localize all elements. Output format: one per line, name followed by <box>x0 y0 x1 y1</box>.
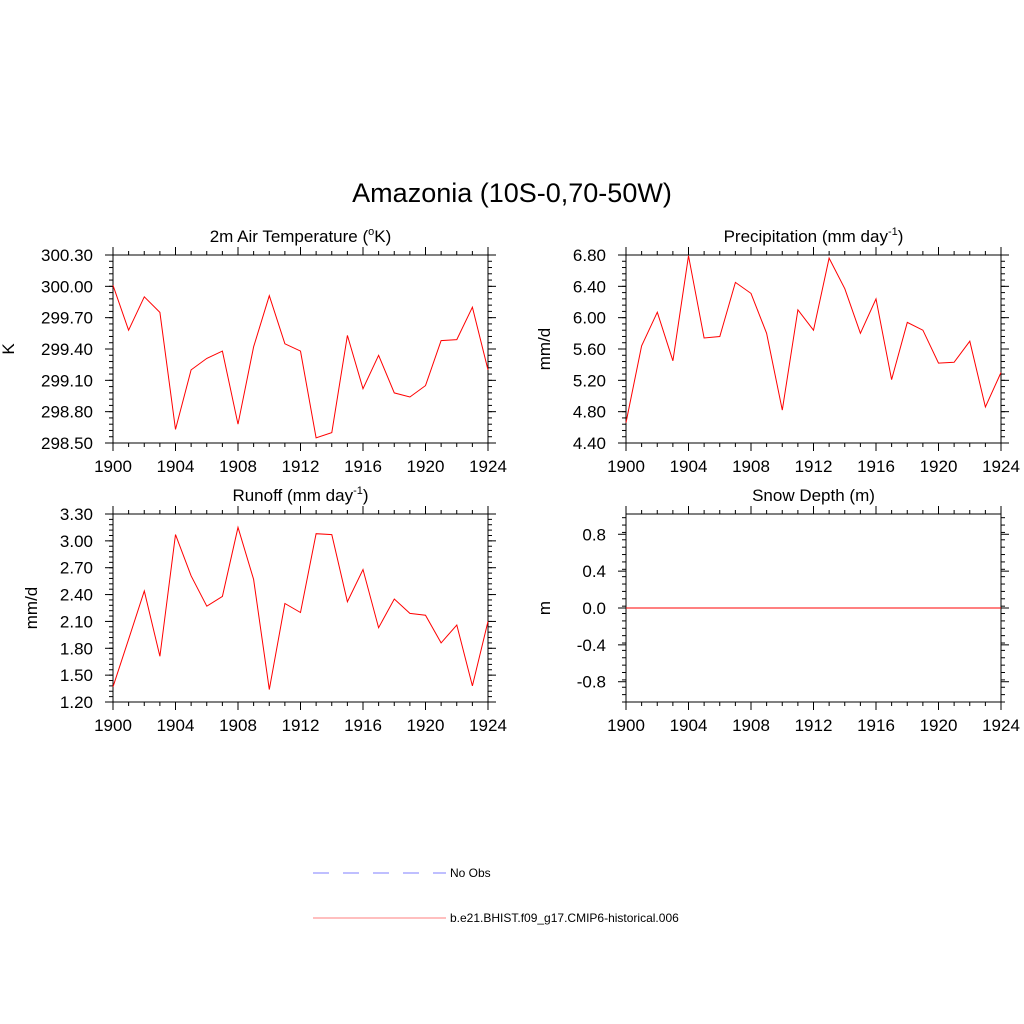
y-tick-label: 3.00 <box>60 532 93 551</box>
panel-title-superscript: o <box>368 226 374 238</box>
y-tick-label: 5.20 <box>573 371 606 390</box>
legend: No Obs b.e21.BHIST.f09_g17.CMIP6-histori… <box>313 866 679 925</box>
panel-title-suffix: ) <box>363 486 369 505</box>
y-tick-label: 5.60 <box>573 340 606 359</box>
panel-title-superscript: -1 <box>888 226 898 238</box>
y-tick-label: 299.10 <box>41 371 93 390</box>
x-tick-label: 1920 <box>920 457 958 476</box>
y-tick-label: 1.20 <box>60 693 93 712</box>
x-tick-label: 1916 <box>344 457 382 476</box>
panel-title-text: 2m Air Temperature ( <box>210 227 369 246</box>
y-tick-label: 298.50 <box>41 434 93 453</box>
y-tick-label: -0.8 <box>577 673 606 692</box>
panel-snow-depth: Snow Depth (m) m -0.8 -0.4 0.0 0.4 0.8 1900 1904… <box>535 486 1020 735</box>
panels: 2m Air Temperature (oK) K 298.50 298.80 299.… <box>0 226 1020 735</box>
x-tick-label: 1920 <box>920 716 958 735</box>
x-tick-label: 1920 <box>407 457 445 476</box>
x-tick-label: 1908 <box>732 457 770 476</box>
x-tick-label: 1924 <box>469 716 507 735</box>
y-tick-label: 2.10 <box>60 612 93 631</box>
figure-title: Amazonia (10S-0,70-50W) <box>352 178 672 208</box>
x-tick-label: 1912 <box>282 457 320 476</box>
y-tick-label: 3.30 <box>60 505 93 524</box>
x-tick-label: 1916 <box>857 716 895 735</box>
panel-title-suffix: K) <box>374 227 391 246</box>
y-tick-label: 2.70 <box>60 559 93 578</box>
x-tick-label: 1904 <box>670 716 708 735</box>
x-tick-label: 1912 <box>795 457 833 476</box>
series-line-runoff <box>112 525 489 690</box>
x-tick-label: 1908 <box>219 716 257 735</box>
y-tick-label: 1.80 <box>60 639 93 658</box>
y-tick-label: 4.80 <box>573 403 606 422</box>
panel-title-text: Snow Depth (m) <box>752 486 875 505</box>
panel-title-temperature: 2m Air Temperature (oK) <box>210 226 392 246</box>
y-tick-label: 1.50 <box>60 666 93 685</box>
y-tick-label: 300.30 <box>41 246 93 265</box>
x-tick-label: 1900 <box>607 716 645 735</box>
panel-title-text: Precipitation (mm day <box>724 227 889 246</box>
x-tick-label: 1924 <box>982 716 1020 735</box>
x-tick-label: 1900 <box>94 716 132 735</box>
series-line-precipitation <box>625 255 1002 423</box>
y-tick-label: 298.80 <box>41 403 93 422</box>
plot-frame-precipitation <box>625 254 1002 444</box>
plot-frame-temperature <box>112 254 489 444</box>
series-line-temperature <box>112 285 489 439</box>
y-tick-label: 2.40 <box>60 586 93 605</box>
x-tick-label: 1912 <box>795 716 833 735</box>
y-tick-label: 6.40 <box>573 277 606 296</box>
panel-precipitation: Precipitation (mm day-1) mm/d 4.40 4.80 5.20… <box>535 226 1020 476</box>
x-tick-label: 1916 <box>344 716 382 735</box>
x-tick-label: 1904 <box>670 457 708 476</box>
y-axis-label-snow-depth: m <box>535 601 554 615</box>
panel-temperature: 2m Air Temperature (oK) K 298.50 298.80 299.… <box>0 226 507 476</box>
x-tick-label: 1924 <box>982 457 1020 476</box>
x-tick-label: 1908 <box>219 457 257 476</box>
panel-runoff: Runoff (mm day-1) mm/d 1.20 1.50 1.80 2.10 2.4… <box>22 485 507 735</box>
y-tick-label: 0.4 <box>582 562 606 581</box>
panel-title-runoff: Runoff (mm day-1) <box>232 485 368 505</box>
y-axis-label-runoff: mm/d <box>22 587 41 630</box>
x-tick-label: 1900 <box>607 457 645 476</box>
legend-no-obs-label: No Obs <box>450 866 491 880</box>
y-tick-label: 4.40 <box>573 434 606 453</box>
x-tick-label: 1900 <box>94 457 132 476</box>
x-tick-label: 1920 <box>407 716 445 735</box>
panel-title-snow-depth: Snow Depth (m) <box>752 486 875 505</box>
y-tick-label: 300.00 <box>41 277 93 296</box>
y-axis-label-precipitation: mm/d <box>535 328 554 371</box>
x-tick-label: 1904 <box>157 716 195 735</box>
y-axis-label-temperature: K <box>0 343 18 355</box>
x-tick-label: 1904 <box>157 457 195 476</box>
y-tick-label: 6.00 <box>573 309 606 328</box>
legend-model-label: b.e21.BHIST.f09_g17.CMIP6-historical.006 <box>450 911 679 925</box>
y-tick-label: -0.4 <box>577 636 606 655</box>
x-tick-label: 1912 <box>282 716 320 735</box>
y-tick-label: 0.8 <box>582 525 606 544</box>
x-tick-label: 1924 <box>469 457 507 476</box>
y-tick-label: 6.80 <box>573 246 606 265</box>
panel-title-text: Runoff (mm day <box>232 486 353 505</box>
panel-title-suffix: ) <box>898 227 904 246</box>
plot-frame-runoff <box>112 513 489 703</box>
y-tick-label: 299.70 <box>41 309 93 328</box>
y-tick-label: 299.40 <box>41 340 93 359</box>
y-tick-label: 0.0 <box>582 599 606 618</box>
panel-title-superscript: -1 <box>353 485 363 497</box>
x-tick-label: 1908 <box>732 716 770 735</box>
x-tick-label: 1916 <box>857 457 895 476</box>
panel-title-precipitation: Precipitation (mm day-1) <box>724 226 904 246</box>
